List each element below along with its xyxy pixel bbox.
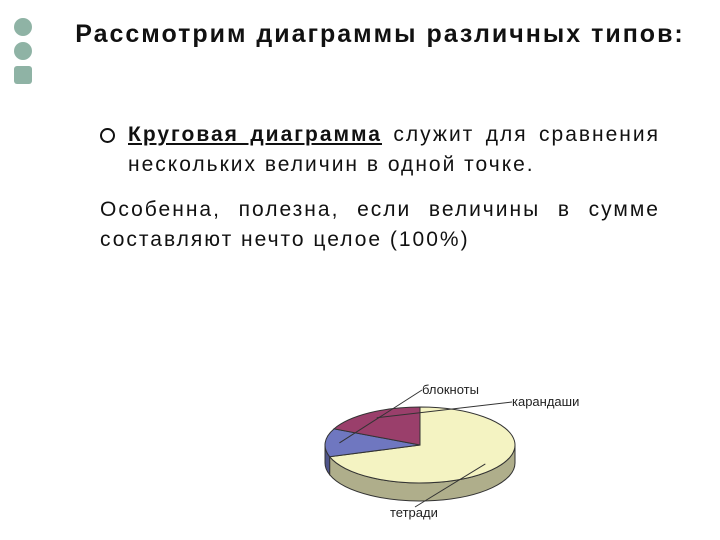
slide-body: Круговая диаграмма служит для сравнения … [100, 120, 660, 270]
pie-label: блокноты [422, 382, 479, 397]
slide-title: Рассмотрим диаграммы различных типов: [70, 18, 690, 52]
decor-dot [14, 18, 32, 36]
bullet-term: Круговая диаграмма [128, 123, 382, 146]
pie-label: карандаши [512, 394, 579, 409]
pie-label: тетради [390, 505, 438, 520]
decor-square [14, 66, 32, 84]
decor-bullets [14, 18, 32, 90]
bullet-marker [100, 128, 115, 143]
bullet-item: Круговая диаграмма служит для сравнения … [100, 120, 660, 181]
pie-chart: тетради блокноты карандаши [300, 380, 600, 540]
paragraph-2: Особенна, полезна, если величины в сумме… [100, 195, 660, 256]
decor-dot [14, 42, 32, 60]
